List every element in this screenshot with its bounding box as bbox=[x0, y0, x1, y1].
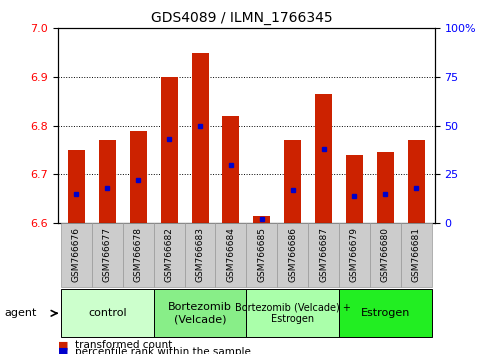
Text: Bortezomib
(Velcade): Bortezomib (Velcade) bbox=[168, 302, 232, 324]
Bar bbox=[222, 116, 240, 223]
Bar bbox=[123, 223, 154, 287]
Bar bbox=[315, 94, 332, 223]
Text: ■: ■ bbox=[58, 347, 69, 354]
Bar bbox=[161, 77, 178, 223]
Bar bbox=[61, 290, 154, 337]
Text: GSM766676: GSM766676 bbox=[72, 227, 81, 282]
Bar bbox=[253, 216, 270, 223]
Bar bbox=[154, 223, 185, 287]
Bar bbox=[339, 223, 370, 287]
Text: control: control bbox=[88, 308, 127, 318]
Text: ■: ■ bbox=[58, 340, 69, 350]
Text: GSM766684: GSM766684 bbox=[227, 227, 235, 282]
Text: agent: agent bbox=[5, 308, 37, 318]
Text: GSM766677: GSM766677 bbox=[103, 227, 112, 282]
Bar bbox=[61, 223, 92, 287]
Bar bbox=[130, 131, 147, 223]
Text: GSM766686: GSM766686 bbox=[288, 227, 297, 282]
Bar bbox=[185, 223, 215, 287]
Bar bbox=[339, 290, 432, 337]
Bar bbox=[215, 223, 246, 287]
Bar bbox=[99, 140, 116, 223]
Bar bbox=[284, 140, 301, 223]
Text: Bortezomib (Velcade) +
Estrogen: Bortezomib (Velcade) + Estrogen bbox=[235, 302, 351, 324]
Text: GSM766685: GSM766685 bbox=[257, 227, 266, 282]
Text: GSM766687: GSM766687 bbox=[319, 227, 328, 282]
Bar bbox=[68, 150, 85, 223]
Bar bbox=[370, 223, 401, 287]
Text: percentile rank within the sample: percentile rank within the sample bbox=[75, 347, 251, 354]
Text: GDS4089 / ILMN_1766345: GDS4089 / ILMN_1766345 bbox=[151, 11, 332, 25]
Text: GSM766681: GSM766681 bbox=[412, 227, 421, 282]
Bar bbox=[308, 223, 339, 287]
Bar bbox=[92, 223, 123, 287]
Bar bbox=[154, 290, 246, 337]
Text: Estrogen: Estrogen bbox=[361, 308, 410, 318]
Text: GSM766678: GSM766678 bbox=[134, 227, 143, 282]
Bar bbox=[401, 223, 432, 287]
Text: GSM766679: GSM766679 bbox=[350, 227, 359, 282]
Bar bbox=[192, 53, 209, 223]
Bar bbox=[246, 290, 339, 337]
Text: GSM766683: GSM766683 bbox=[196, 227, 204, 282]
Text: transformed count: transformed count bbox=[75, 340, 172, 350]
Text: GSM766682: GSM766682 bbox=[165, 227, 173, 282]
Bar bbox=[277, 223, 308, 287]
Bar bbox=[408, 140, 425, 223]
Bar bbox=[246, 223, 277, 287]
Bar bbox=[346, 155, 363, 223]
Bar bbox=[377, 153, 394, 223]
Text: GSM766680: GSM766680 bbox=[381, 227, 390, 282]
